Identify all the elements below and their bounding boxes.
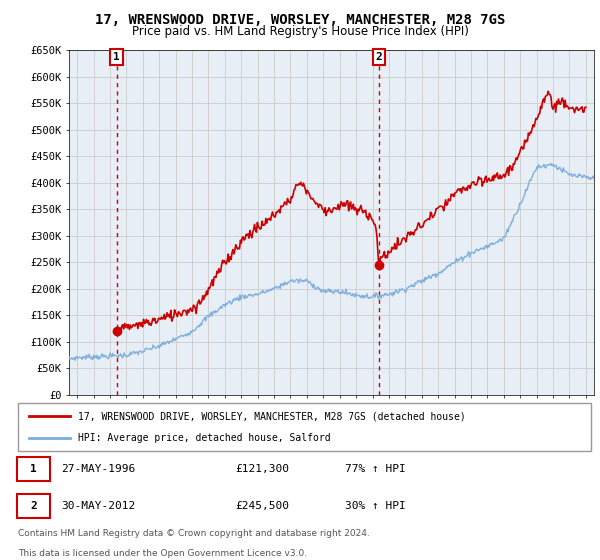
Text: £245,500: £245,500 [236, 501, 290, 511]
Text: 1: 1 [30, 464, 37, 474]
Text: 2: 2 [376, 52, 382, 62]
FancyBboxPatch shape [17, 494, 50, 518]
Text: Price paid vs. HM Land Registry's House Price Index (HPI): Price paid vs. HM Land Registry's House … [131, 25, 469, 38]
Text: 30-MAY-2012: 30-MAY-2012 [61, 501, 135, 511]
Text: 1: 1 [113, 52, 120, 62]
Text: 17, WRENSWOOD DRIVE, WORSLEY, MANCHESTER, M28 7GS: 17, WRENSWOOD DRIVE, WORSLEY, MANCHESTER… [95, 13, 505, 27]
Text: 2: 2 [30, 501, 37, 511]
Text: 77% ↑ HPI: 77% ↑ HPI [344, 464, 406, 474]
Text: 27-MAY-1996: 27-MAY-1996 [61, 464, 135, 474]
Text: 30% ↑ HPI: 30% ↑ HPI [344, 501, 406, 511]
Text: This data is licensed under the Open Government Licence v3.0.: This data is licensed under the Open Gov… [18, 549, 307, 558]
Text: Contains HM Land Registry data © Crown copyright and database right 2024.: Contains HM Land Registry data © Crown c… [18, 529, 370, 538]
FancyBboxPatch shape [17, 457, 50, 481]
Text: £121,300: £121,300 [236, 464, 290, 474]
Text: 17, WRENSWOOD DRIVE, WORSLEY, MANCHESTER, M28 7GS (detached house): 17, WRENSWOOD DRIVE, WORSLEY, MANCHESTER… [78, 411, 466, 421]
FancyBboxPatch shape [18, 403, 591, 451]
Text: HPI: Average price, detached house, Salford: HPI: Average price, detached house, Salf… [78, 433, 331, 443]
